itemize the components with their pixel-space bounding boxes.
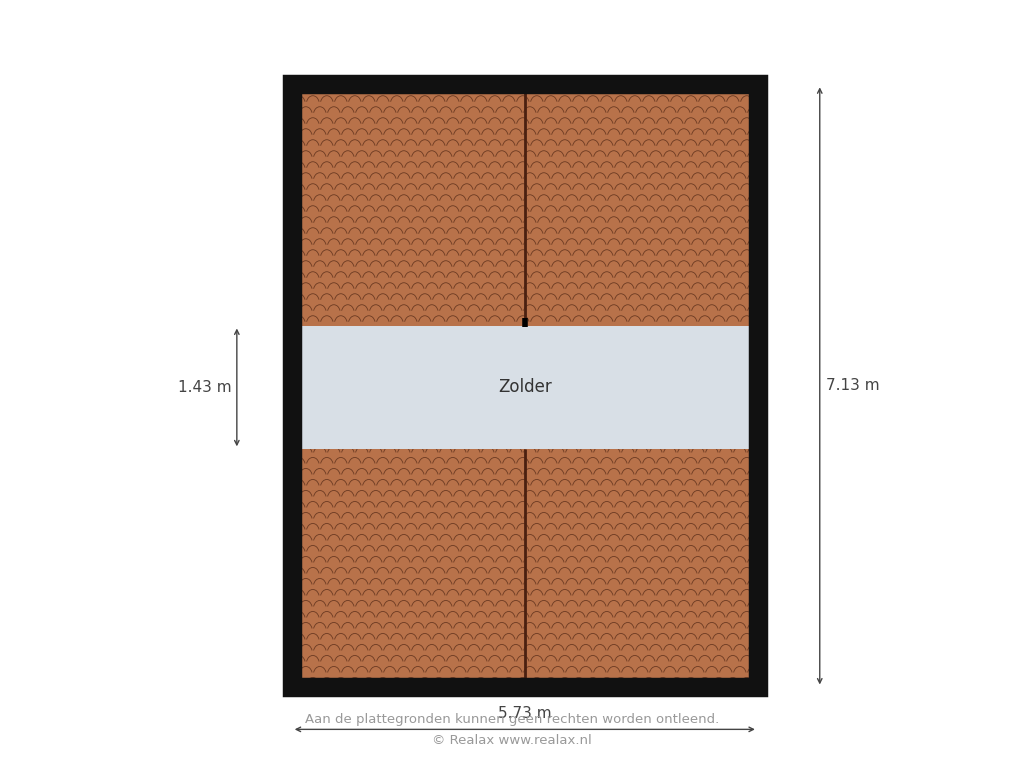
Bar <box>292 326 758 449</box>
Bar <box>292 84 758 687</box>
Text: 1.43 m: 1.43 m <box>178 380 231 395</box>
Text: 7.13 m: 7.13 m <box>825 379 880 393</box>
Bar <box>292 449 758 687</box>
Text: 5.73 m: 5.73 m <box>498 707 552 721</box>
Text: Zolder: Zolder <box>498 379 552 396</box>
Text: © Realax www.realax.nl: © Realax www.realax.nl <box>432 733 592 746</box>
Text: Aan de plattegronden kunnen geen rechten worden ontleend.: Aan de plattegronden kunnen geen rechten… <box>305 713 719 727</box>
Bar <box>292 84 758 326</box>
